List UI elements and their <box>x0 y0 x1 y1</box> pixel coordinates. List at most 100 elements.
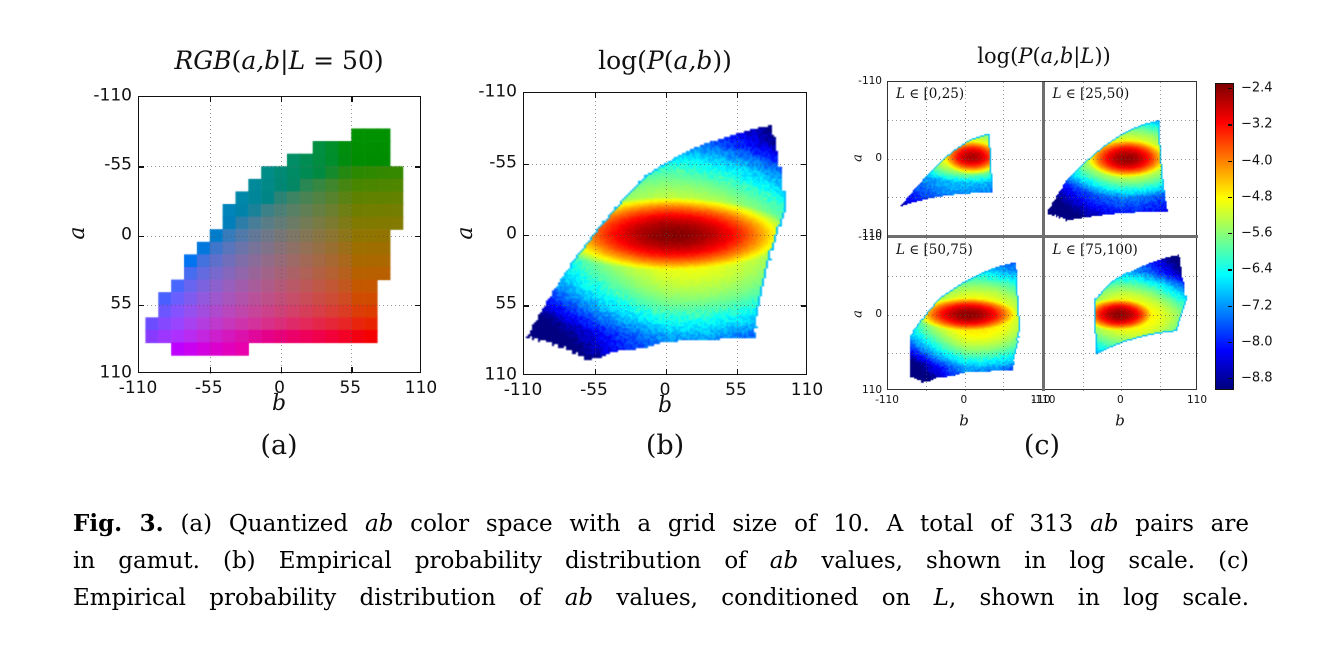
panel-c-subplot-3-canvas <box>888 238 1042 391</box>
x-tick-label: 110 <box>790 380 824 400</box>
panel-a-plot <box>138 96 422 374</box>
x-tick-label: -110 <box>1031 394 1056 406</box>
text-segment: )) <box>712 46 732 75</box>
colorbar-tick-label: −2.4 <box>1241 80 1273 96</box>
text-segment: ab <box>364 511 394 537</box>
y-tick-label: -110 <box>93 85 132 106</box>
y-tick-label: 55 <box>495 293 517 314</box>
x-tick-label: -110 <box>118 378 158 398</box>
x-tick-label: 55 <box>339 378 362 398</box>
text-segment: values, shown in log scale. (c) <box>798 548 1250 574</box>
text-segment: ( <box>1032 44 1041 68</box>
y-tick-label: 110 <box>861 227 882 240</box>
text-segment: = 50) <box>305 46 384 75</box>
x-tick-label: 55 <box>725 380 747 400</box>
text-segment: ∈ [25,50) <box>1061 86 1130 102</box>
text-segment: ab <box>1090 511 1119 537</box>
text-segment: ab <box>769 548 799 574</box>
text-segment: color space with a grid size of 10. A to… <box>393 511 1091 537</box>
text-segment: (a) Quantized <box>163 511 365 537</box>
x-tick-label: 0 <box>274 378 285 398</box>
x-tick-label: -110 <box>503 380 543 400</box>
y-tick-label: 0 <box>121 224 132 244</box>
text-segment: L <box>896 242 905 258</box>
panel-b-heatmap-canvas <box>524 93 808 376</box>
panel-c-xlabel-right: b <box>1115 411 1125 430</box>
colorbar-tick-label: −6.4 <box>1241 261 1273 277</box>
panel-b-sublabel: (b) <box>645 430 685 461</box>
panel-a-ylabel: a <box>65 226 90 240</box>
colorbar-tick-label: −8.0 <box>1241 334 1273 350</box>
text-segment: P <box>646 46 664 75</box>
panel-c-subplot-2-canvas <box>1044 82 1198 235</box>
colorbar-canvas <box>1216 84 1233 389</box>
y-tick-label: -55 <box>104 154 132 175</box>
y-tick-label: 110 <box>99 362 132 383</box>
text-segment: L <box>1052 86 1062 102</box>
text-segment: a,b <box>1040 44 1074 68</box>
text-segment: log( <box>598 46 647 75</box>
panel-c-subplot-4-canvas <box>1044 238 1198 391</box>
colorbar-tick-label: −7.2 <box>1241 298 1273 313</box>
x-tick-label: 110 <box>1030 394 1051 406</box>
y-tick-label: -110 <box>858 230 882 243</box>
text-segment: values, conditioned on <box>593 585 934 611</box>
y-tick-label: 110 <box>484 364 517 385</box>
x-tick-label: -110 <box>875 394 899 406</box>
panel-b-title: log(P(a,b)) <box>598 48 732 73</box>
subplot-condition-label: L ∈ [50,75) <box>896 242 973 258</box>
panel-c-grid: L ∈ [0,25) L ∈ [25,50) L ∈ [50,75) L ∈ [75,… <box>887 81 1198 391</box>
panel-b-plot <box>523 92 808 376</box>
y-tick-label: 0 <box>875 307 882 320</box>
subplot-condition-label: L ∈ [0,25) <box>896 86 964 102</box>
text-segment: in gamut. (b) Empirical probability dist… <box>73 548 770 574</box>
y-tick-label: -55 <box>489 152 517 173</box>
x-tick-label: 110 <box>404 378 438 398</box>
panel-c-sublabel: (c) <box>1023 430 1061 461</box>
panel-a-heatmap-canvas <box>139 97 422 374</box>
panel-b-ylabel: a <box>453 226 478 240</box>
text-segment: pairs are <box>1118 511 1249 537</box>
subplot-condition-label: L ∈ [25,50) <box>1052 86 1130 102</box>
text-segment: L <box>933 585 949 611</box>
text-segment: ∈ [75,100) <box>1061 242 1138 258</box>
text-segment: L <box>288 46 306 75</box>
panel-c-horizontal-divider <box>888 235 1198 238</box>
x-tick-label: -55 <box>580 380 608 400</box>
panel-a-sublabel: (a) <box>260 430 298 461</box>
colorbar-tick-label: −8.8 <box>1241 370 1273 386</box>
panel-a-xlabel: b <box>271 391 287 416</box>
colorbar <box>1215 83 1234 390</box>
panel-a-title: RGB(a,b|L = 50) <box>174 48 383 73</box>
text-segment: Empirical probability distribution of <box>73 585 565 611</box>
x-tick-label: -55 <box>194 378 223 398</box>
x-tick-label: 0 <box>659 380 671 400</box>
figure-caption: Fig. 3. (a) Quantized ab color space wit… <box>73 505 1249 617</box>
panel-c-title: log(P(a,b|L)) <box>977 46 1110 67</box>
y-tick-label: 110 <box>861 383 882 396</box>
y-tick-label: 0 <box>875 151 882 164</box>
text-segment: ( <box>231 46 242 75</box>
text-segment: a,b <box>241 46 281 75</box>
text-segment: RGB <box>174 46 232 75</box>
panel-c-ylabel-bottom: a <box>850 310 866 318</box>
text-segment: L <box>1080 44 1095 68</box>
colorbar-tick-label: −5.6 <box>1241 225 1273 241</box>
panel-b-xlabel: b <box>657 393 673 418</box>
y-tick-label: 55 <box>110 293 132 314</box>
text-segment: log( <box>977 44 1019 68</box>
y-tick-label: 0 <box>506 223 517 243</box>
panel-c-xlabel-left: b <box>959 411 969 430</box>
subplot-condition-label: L ∈ [75,100) <box>1053 242 1138 258</box>
y-tick-label: -110 <box>478 81 517 102</box>
text-segment: , shown in log scale. <box>948 585 1250 611</box>
text-segment: | <box>280 46 289 75</box>
text-segment: ∈ [50,75) <box>904 242 973 258</box>
text-segment: ( <box>663 46 674 75</box>
text-segment: L <box>896 86 905 102</box>
colorbar-tick-label: −3.2 <box>1241 116 1273 132</box>
text-segment: Fig. 3. <box>73 510 164 537</box>
text-segment: a,b <box>673 46 713 75</box>
text-segment: )) <box>1094 44 1111 68</box>
